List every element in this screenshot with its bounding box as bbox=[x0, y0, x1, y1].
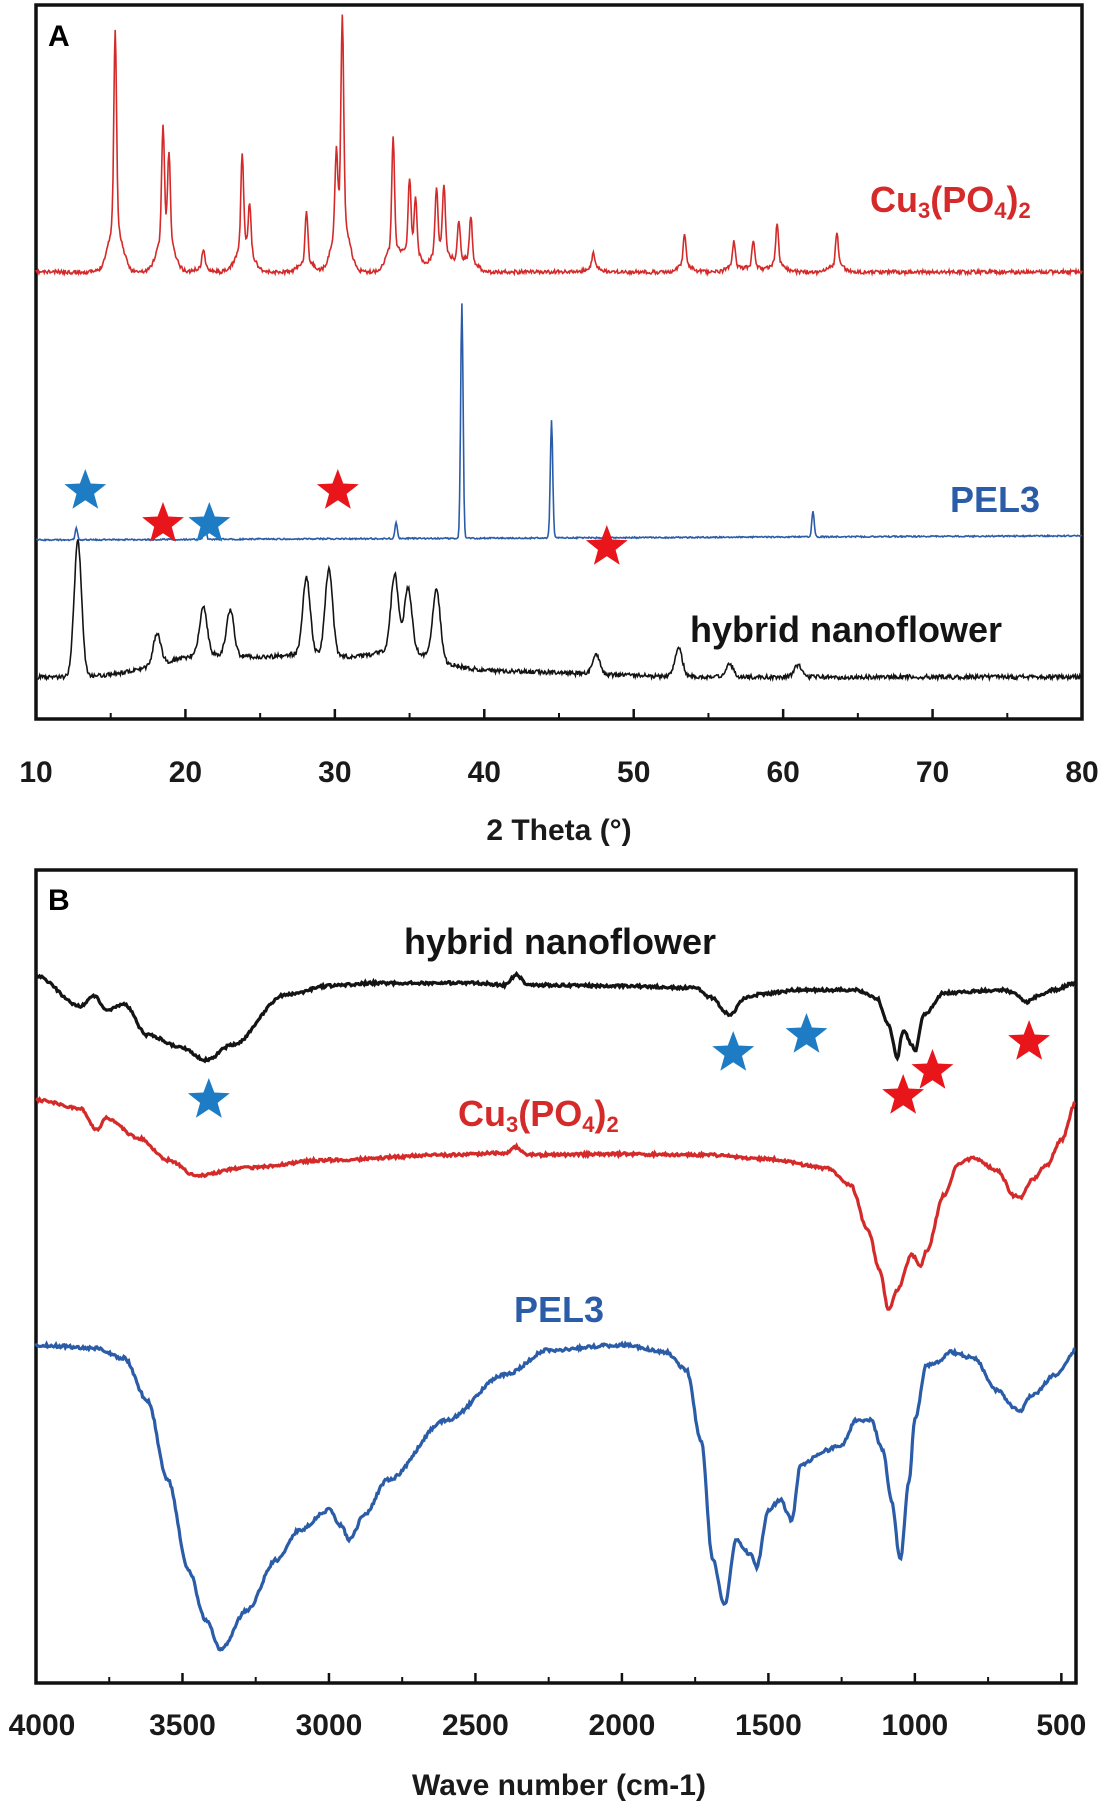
xrd-series-cu3po42-line bbox=[35, 14, 1083, 278]
panel-b-tick-label: 4000 bbox=[9, 1709, 76, 1742]
panel-b-tick-label: 1500 bbox=[735, 1709, 802, 1742]
panel-a-tick-labels: 10 20 30 40 50 60 70 80 bbox=[19, 756, 1098, 789]
xrd-label-cu-sub3: 2 bbox=[1019, 198, 1031, 223]
panel-b-tick-label: 3000 bbox=[296, 1709, 363, 1742]
ftir-label-cu-part1: Cu bbox=[458, 1093, 506, 1134]
ftir-label-pel3: PEL3 bbox=[514, 1289, 604, 1330]
red-star-marker bbox=[1008, 1020, 1051, 1060]
panel-b-ticks bbox=[34, 1673, 1063, 1683]
panel-b-markers bbox=[187, 1013, 1051, 1118]
ftir-series-cu3po42-line bbox=[35, 1096, 1076, 1311]
panel-a-tick-label: 10 bbox=[19, 756, 52, 789]
panel-a-tick-label: 80 bbox=[1065, 756, 1098, 789]
panel-a-label: A bbox=[48, 20, 70, 53]
red-star-marker bbox=[585, 525, 628, 565]
panel-b-tick-label: 2000 bbox=[589, 1709, 656, 1742]
ftir-series-pel3-line bbox=[34, 1340, 1076, 1652]
panel-b-tick-label: 2500 bbox=[442, 1709, 509, 1742]
blue-star-marker bbox=[188, 502, 231, 542]
panel-a-tick-label: 50 bbox=[617, 756, 650, 789]
panel-b-ftir: B 4000 3500 3000 2500 2000 1500 1000 500 hybrid… bbox=[9, 868, 1087, 1802]
ftir-label-cu-part2: (PO bbox=[518, 1093, 582, 1134]
panel-a-x-axis-title: 2 Theta (°) bbox=[486, 814, 631, 847]
panel-b-frame bbox=[34, 868, 1078, 1685]
xrd-label-cu-part2: (PO bbox=[930, 179, 994, 220]
ftir-series-hybrid-line bbox=[34, 970, 1077, 1064]
xrd-label-hybrid: hybrid nanoflower bbox=[690, 609, 1002, 650]
panel-a-tick-label: 20 bbox=[169, 756, 202, 789]
xrd-series-pel3-line bbox=[36, 303, 1083, 542]
red-star-marker bbox=[882, 1074, 925, 1114]
panel-a-markers bbox=[64, 469, 628, 565]
panel-b-tick-label: 1000 bbox=[881, 1709, 948, 1742]
panel-b-label: B bbox=[48, 884, 70, 917]
blue-star-marker bbox=[64, 469, 107, 509]
ftir-label-cu3po42: Cu3(PO4)2 bbox=[458, 1093, 619, 1137]
panel-a-tick-label: 30 bbox=[318, 756, 351, 789]
xrd-label-cu-sub1: 3 bbox=[918, 198, 930, 223]
panel-a-xrd: A 10 20 30 40 50 60 70 80 Cu3(PO4)2 PEL3 hybrid… bbox=[19, 3, 1099, 847]
red-star-marker bbox=[142, 502, 184, 542]
panel-b-tick-label: 500 bbox=[1036, 1709, 1086, 1742]
panel-a-tick-label: 70 bbox=[916, 756, 949, 789]
panel-b-x-axis-title: Wave number (cm-1) bbox=[412, 1769, 706, 1802]
xrd-label-cu-part3: ) bbox=[1007, 179, 1019, 220]
panel-a-tick-label: 60 bbox=[766, 756, 799, 789]
panel-a-tick-label: 40 bbox=[468, 756, 501, 789]
blue-star-marker bbox=[785, 1013, 828, 1053]
ftir-label-cu-part3: ) bbox=[595, 1093, 607, 1134]
panel-a-ticks bbox=[34, 709, 1084, 719]
red-star-marker bbox=[911, 1049, 954, 1089]
xrd-label-cu-sub2: 4 bbox=[994, 198, 1007, 223]
xrd-label-cu3po42: Cu3(PO4)2 bbox=[870, 179, 1031, 223]
blue-star-marker bbox=[712, 1031, 755, 1071]
blue-star-marker bbox=[187, 1078, 230, 1118]
ftir-label-cu-sub3: 2 bbox=[607, 1112, 619, 1137]
xrd-series-hybrid-line bbox=[35, 539, 1083, 683]
ftir-label-hybrid: hybrid nanoflower bbox=[404, 921, 716, 962]
xrd-label-pel3: PEL3 bbox=[950, 479, 1040, 520]
ftir-label-cu-sub2: 4 bbox=[582, 1112, 595, 1137]
panel-a-frame bbox=[34, 3, 1084, 721]
red-star-marker bbox=[316, 469, 359, 509]
panel-b-tick-labels: 4000 3500 3000 2500 2000 1500 1000 500 bbox=[9, 1709, 1087, 1742]
xrd-label-cu-part1: Cu bbox=[870, 179, 918, 220]
panel-b-tick-label: 3500 bbox=[149, 1709, 216, 1742]
ftir-label-cu-sub1: 3 bbox=[506, 1112, 518, 1137]
